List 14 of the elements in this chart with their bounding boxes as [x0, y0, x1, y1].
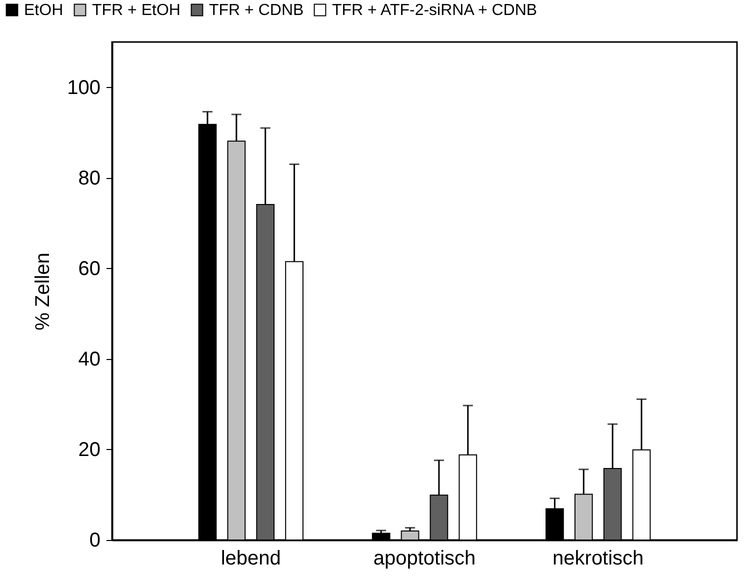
y-tick-label: 100	[67, 76, 100, 99]
y-tick-label: 0	[89, 530, 100, 552]
legend-label: TFR + EtOH	[92, 2, 180, 19]
x-tick-label: nekrotisch	[552, 548, 644, 570]
x-tick-label: lebend	[220, 548, 281, 570]
legend-label: TFR + CDNB	[209, 2, 304, 19]
y-tick-label: 40	[78, 348, 100, 370]
y-tick-label: 20	[78, 438, 100, 461]
y-tick-label: 80	[78, 167, 100, 190]
y-tick-label: 60	[78, 258, 100, 280]
legend-label: EtOH	[24, 2, 64, 19]
legend-label: TFR + ATF-2-siRNA + CDNB	[332, 2, 538, 19]
x-tick-label: apoptotisch	[373, 548, 476, 570]
y-axis-title: % Zellen	[32, 252, 54, 330]
